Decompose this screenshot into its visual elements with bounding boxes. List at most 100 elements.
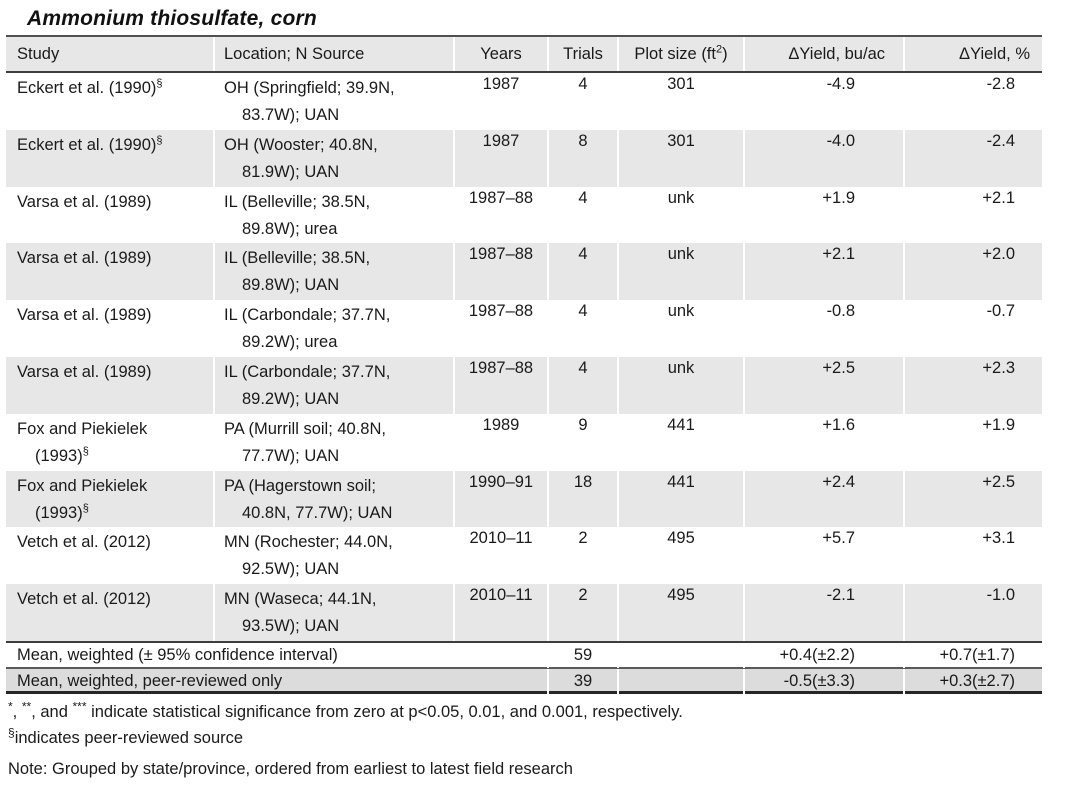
- cell-trials: 4: [547, 300, 617, 357]
- table-header-row: Study Location; N Source Years Trials Pl…: [6, 35, 1042, 73]
- cell-location-n-source: MN (Waseca; 44.1N, 93.5W); UAN: [213, 584, 453, 641]
- location-line1: IL (Belleville; 38.5N,: [224, 249, 371, 268]
- study-name: Fox and Piekielek: [17, 419, 148, 438]
- cell-yield-bu-ac: +5.7: [743, 527, 903, 585]
- cell-study: Varsa et al. (1989): [6, 243, 213, 300]
- cell-location-n-source: PA (Murrill soil; 40.8N, 77.7W); UAN: [213, 413, 453, 471]
- cell-yield-pct: +2.3: [903, 356, 1042, 414]
- table-title: Ammonium thiosulfate, corn: [27, 7, 317, 30]
- cell-study: Varsa et al. (1989): [6, 187, 213, 244]
- location-line2: 89.8W); UAN: [242, 276, 340, 295]
- col-header-study: Study: [17, 45, 60, 63]
- cell-yield-pct: -0.7: [903, 300, 1042, 357]
- cell-location-n-source: OH (Springfield; 39.9N, 83.7W); UAN: [213, 73, 453, 130]
- table-row: Vetch et al. (2012) MN (Waseca; 44.1N, 9…: [6, 584, 1042, 641]
- summary-yield-bu-ac: +0.4(±2.2): [743, 642, 903, 668]
- location-line2: 89.2W); UAN: [242, 389, 340, 408]
- study-name: Eckert et al. (1990): [17, 135, 157, 154]
- table-row: Fox and Piekielek (1993)§ PA (Hagerstown…: [6, 470, 1042, 528]
- location-line1: IL (Carbondale; 37.7N,: [224, 362, 391, 381]
- summary-row-peer-reviewed-mean: Mean, weighted, peer-reviewed only 39 -0…: [6, 667, 1042, 695]
- cell-plot-size: unk: [617, 356, 743, 414]
- col-header-plot-size: Plot size (ft2): [617, 37, 743, 71]
- cell-yield-pct: +2.5: [903, 470, 1042, 528]
- cell-plot-size: 301: [617, 73, 743, 130]
- cell-yield-bu-ac: -2.1: [743, 584, 903, 641]
- cell-years: 1987: [453, 73, 547, 130]
- cell-yield-bu-ac: -4.0: [743, 129, 903, 187]
- cell-years: 1987–88: [453, 356, 547, 414]
- cell-plot-size: unk: [617, 243, 743, 301]
- study-name: Varsa et al. (1989): [17, 249, 152, 268]
- location-line1: PA (Hagerstown soil;: [224, 476, 376, 495]
- table-row: Varsa et al. (1989) IL (Carbondale; 37.7…: [6, 356, 1042, 414]
- cell-years: 1987–88: [453, 300, 547, 357]
- peer-reviewed-mark: §: [156, 134, 163, 147]
- cell-yield-pct: +3.1: [903, 527, 1042, 585]
- cell-study: Eckert et al. (1990)§: [6, 130, 213, 187]
- col-header-years: Years: [453, 37, 547, 71]
- cell-yield-pct: -1.0: [903, 584, 1042, 641]
- cell-trials: 8: [547, 129, 617, 187]
- cell-plot-size: unk: [617, 300, 743, 357]
- location-line2: 89.8W); urea: [242, 219, 338, 238]
- location-line2: 83.7W); UAN: [242, 106, 340, 124]
- cell-yield-pct: +2.1: [903, 186, 1042, 244]
- study-name: Vetch et al. (2012): [17, 590, 151, 609]
- cell-years: 1987–88: [453, 243, 547, 301]
- location-line2: 92.5W); UAN: [242, 560, 340, 579]
- summary-trials: 39: [547, 669, 617, 695]
- asterisk-2: **: [21, 699, 32, 714]
- table-row: Fox and Piekielek (1993)§ PA (Murrill so…: [6, 413, 1042, 471]
- plot-size-label: Plot size (ft: [634, 45, 716, 63]
- table-body: Eckert et al. (1990)§ OH (Springfield; 3…: [6, 73, 1042, 641]
- footnote-grouping-note: Note: Grouped by state/province, ordered…: [8, 759, 573, 778]
- location-line2: 40.8N, 77.7W); UAN: [242, 503, 393, 522]
- table-row: Varsa et al. (1989) IL (Carbondale; 37.7…: [6, 300, 1042, 357]
- asterisk-3: ***: [72, 699, 87, 714]
- table-row: Eckert et al. (1990)§ OH (Springfield; 3…: [6, 73, 1042, 130]
- cell-location-n-source: IL (Belleville; 38.5N, 89.8W); UAN: [213, 243, 453, 301]
- cell-plot-size: 441: [617, 413, 743, 471]
- cell-years: 2010–11: [453, 584, 547, 641]
- cell-yield-pct: +1.9: [903, 413, 1042, 471]
- cell-plot-size: 495: [617, 527, 743, 585]
- cell-study: Varsa et al. (1989): [6, 300, 213, 357]
- location-line2: 93.5W); UAN: [242, 617, 340, 636]
- cell-yield-bu-ac: -4.9: [743, 73, 903, 130]
- study-name: Vetch et al. (2012): [17, 533, 151, 552]
- cell-location-n-source: IL (Carbondale; 37.7N, 89.2W); urea: [213, 300, 453, 357]
- peer-reviewed-mark: §: [82, 445, 89, 458]
- summary-label: Mean, weighted (± 95% confidence interva…: [17, 645, 338, 664]
- plot-size-label-suffix: ): [722, 45, 728, 63]
- cell-plot-size: 301: [617, 129, 743, 187]
- table-row: Varsa et al. (1989) IL (Belleville; 38.5…: [6, 243, 1042, 301]
- cell-years: 1989: [453, 413, 547, 471]
- cell-trials: 2: [547, 584, 617, 641]
- peer-reviewed-text: indicates peer-reviewed source: [14, 728, 244, 747]
- cell-years: 2010–11: [453, 527, 547, 585]
- cell-years: 1987–88: [453, 186, 547, 244]
- summary-yield-pct: +0.7(±1.7): [903, 642, 1042, 668]
- location-line1: IL (Carbondale; 37.7N,: [224, 306, 391, 325]
- col-header-yield-pct: ΔYield, %: [903, 37, 1042, 71]
- cell-yield-bu-ac: -0.8: [743, 300, 903, 357]
- col-header-location: Location; N Source: [213, 37, 453, 71]
- summary-label: Mean, weighted, peer-reviewed only: [17, 672, 283, 691]
- footnote-significance: *, **, and *** indicate statistical sign…: [8, 699, 683, 721]
- cell-trials: 18: [547, 470, 617, 528]
- location-line2: 81.9W); UAN: [242, 162, 340, 181]
- summary-yield-bu-ac: -0.5(±3.3): [743, 669, 903, 695]
- cell-yield-bu-ac: +2.1: [743, 243, 903, 301]
- cell-study: Vetch et al. (2012): [6, 584, 213, 641]
- cell-yield-pct: +2.0: [903, 243, 1042, 301]
- cell-study: Fox and Piekielek (1993)§: [6, 414, 213, 471]
- study-name: Varsa et al. (1989): [17, 192, 152, 211]
- study-name: Eckert et al. (1990): [17, 79, 157, 97]
- col-header-yield-bu-ac: ΔYield, bu/ac: [743, 37, 903, 71]
- cell-plot-size: 495: [617, 584, 743, 641]
- significance-text: indicate statistical significance from z…: [86, 702, 683, 721]
- data-table: Study Location; N Source Years Trials Pl…: [6, 35, 1042, 695]
- cell-trials: 9: [547, 413, 617, 471]
